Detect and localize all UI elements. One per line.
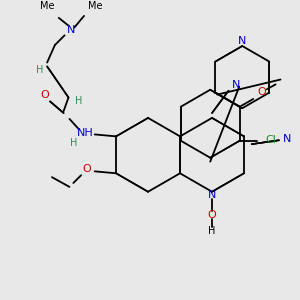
Text: H: H [208,226,216,236]
Text: O: O [208,210,216,220]
Text: N: N [238,36,247,46]
Text: NH: NH [76,128,93,139]
Text: Cl: Cl [265,135,276,145]
Text: O: O [82,164,91,174]
Text: H: H [36,65,43,75]
Text: H: H [74,96,82,106]
Text: Me: Me [88,1,103,11]
Text: H: H [70,138,77,148]
Text: N: N [232,80,241,90]
Text: O: O [258,87,266,97]
Text: N: N [67,25,76,34]
Text: O: O [41,90,50,100]
Text: N: N [208,190,216,200]
Text: N: N [283,134,291,144]
Text: Me: Me [40,1,54,11]
